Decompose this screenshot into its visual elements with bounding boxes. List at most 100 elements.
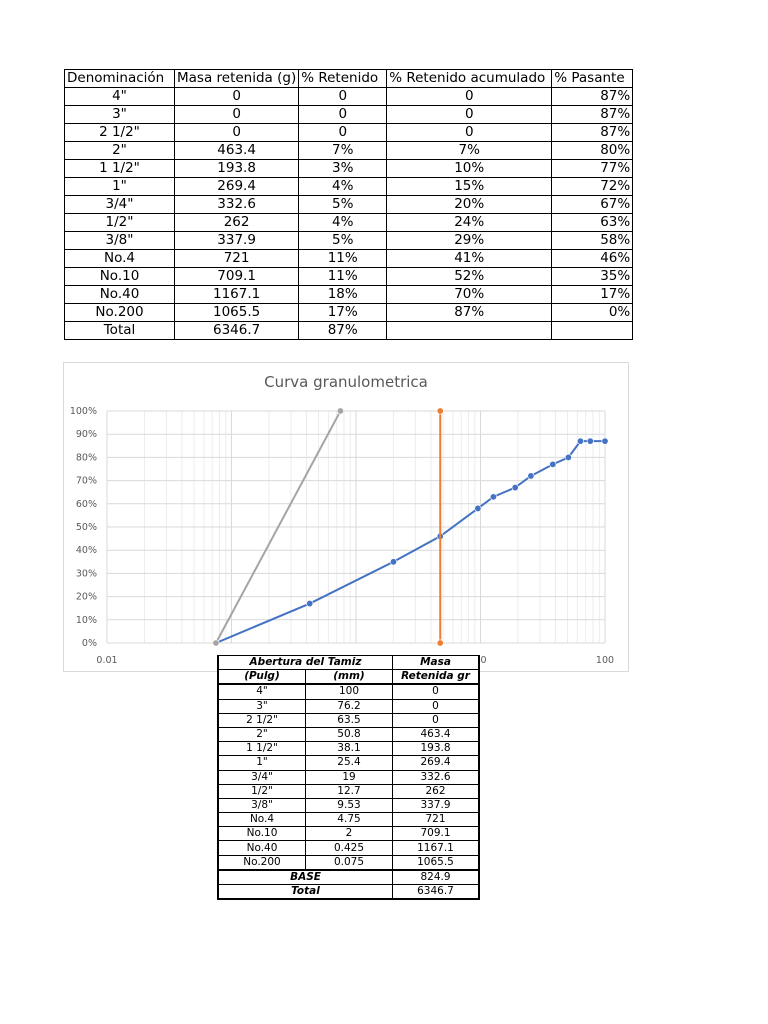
- table-row: Total 6346.7 87%: [64, 321, 634, 340]
- data-point: [389, 558, 397, 566]
- table-cell: 262: [392, 783, 480, 799]
- table-cell: 52%: [386, 267, 553, 286]
- table-cell: 5%: [298, 231, 388, 250]
- table-cell: 80%: [551, 141, 634, 160]
- table-cell: 77%: [551, 159, 634, 178]
- table-cell: 12.7: [305, 783, 393, 799]
- table-row: No.10 2 709.1: [217, 826, 480, 842]
- table-row: 4" 100 0: [217, 683, 480, 700]
- table-cell: No.4: [64, 249, 175, 268]
- table-cell: 15%: [386, 177, 553, 196]
- y-tick-label: 30%: [76, 568, 97, 579]
- table-cell: 0: [298, 123, 388, 142]
- y-tick-label: 70%: [76, 476, 97, 487]
- total-value: 6346.7: [392, 884, 480, 901]
- table-row: 4" 0 0 0 87%: [64, 87, 634, 106]
- table-cell: 76.2: [305, 698, 393, 714]
- y-tick-label: 60%: [76, 499, 97, 510]
- y-tick-label: 50%: [76, 522, 97, 533]
- data-point: [212, 639, 220, 647]
- table-cell: 1 1/2": [64, 159, 175, 178]
- table-row: 2" 463.4 7% 7% 80%: [64, 141, 634, 160]
- table-cell: 0: [392, 683, 480, 700]
- table-row: 1" 25.4 269.4: [217, 755, 480, 771]
- column-header: (Pulg): [217, 669, 306, 685]
- table-cell: No.200: [64, 303, 175, 322]
- table-cell: 87%: [551, 123, 634, 142]
- table-row: 3" 76.2 0: [217, 698, 480, 714]
- data-point: [511, 484, 519, 492]
- table-cell: 262: [173, 213, 300, 232]
- y-tick-label: 80%: [76, 452, 97, 463]
- table-cell: 70%: [386, 285, 553, 304]
- table-cell: 17%: [551, 285, 634, 304]
- table-cell: No.40: [64, 285, 175, 304]
- table-cell: 193.8: [392, 741, 480, 757]
- table-row: 2 1/2" 63.5 0: [217, 712, 480, 728]
- table-cell: 67%: [551, 195, 634, 214]
- column-header: Masa retenida (g): [173, 69, 300, 88]
- table-cell: 1167.1: [173, 285, 300, 304]
- chart-plot-area: 0%10%20%30%40%50%60%70%80%90%100%0.010.1…: [70, 406, 614, 666]
- table-row: 3" 0 0 0 87%: [64, 105, 634, 124]
- data-point: [489, 493, 497, 501]
- base-row: BASE 824.9: [217, 868, 480, 885]
- table-cell: 29%: [386, 231, 553, 250]
- y-tick-label: 20%: [76, 592, 97, 603]
- table-cell: 269.4: [392, 755, 480, 771]
- table-cell: 2 1/2": [217, 712, 306, 728]
- sieve-header-row: Abertura del Tamiz Masa: [217, 654, 480, 671]
- table-row: 1/2" 262 4% 24% 63%: [64, 213, 634, 232]
- table-row: No.40 0.425 1167.1: [217, 840, 480, 856]
- column-header: Abertura del Tamiz: [217, 654, 393, 671]
- table-cell: 3": [217, 698, 306, 714]
- table-cell: 2": [217, 726, 306, 743]
- table-cell: No.10: [64, 267, 175, 286]
- base-value: 824.9: [392, 868, 480, 885]
- table-cell: 0: [386, 123, 553, 142]
- table-cell: 87%: [298, 321, 388, 340]
- table-cell: 1 1/2": [217, 741, 306, 757]
- x-tick-label: 0.01: [96, 655, 117, 666]
- table-cell: 87%: [551, 105, 634, 124]
- table-row: 3/8" 9.53 337.9: [217, 797, 480, 814]
- y-tick-label: 100%: [70, 406, 97, 417]
- base-label: BASE: [217, 868, 393, 885]
- table-cell: 19: [305, 769, 393, 785]
- table-cell: 11%: [298, 267, 388, 286]
- table-cell: 3%: [298, 159, 388, 178]
- table-cell: 0%: [551, 303, 634, 322]
- table-cell: 5%: [298, 195, 388, 214]
- table-cell: 0: [173, 105, 300, 124]
- data-point: [436, 639, 444, 647]
- table-cell: 2: [305, 826, 393, 842]
- table-cell: 35%: [551, 267, 634, 286]
- table-cell: 17%: [298, 303, 388, 322]
- table-cell: 25.4: [305, 755, 393, 771]
- table-cell: 0: [392, 698, 480, 714]
- table-cell: 38.1: [305, 741, 393, 757]
- column-header: % Retenido acumulado: [386, 69, 553, 88]
- table-cell: 332.6: [173, 195, 300, 214]
- table-row: 1 1/2" 193.8 3% 10% 77%: [64, 159, 634, 178]
- table-row: No.200 1065.5 17% 87% 0%: [64, 303, 634, 322]
- table-cell: 50.8: [305, 726, 393, 743]
- column-header: % Pasante: [551, 69, 634, 88]
- table-cell: 4": [64, 87, 175, 106]
- table-cell: 10%: [386, 159, 553, 178]
- table-cell: 193.8: [173, 159, 300, 178]
- table-row: 2" 50.8 463.4: [217, 726, 480, 743]
- table-cell: 7%: [298, 141, 388, 160]
- sieve-subheader-row: (Pulg) (mm) Retenida gr: [217, 669, 480, 685]
- table-cell: 721: [392, 812, 480, 828]
- table-cell: 11%: [298, 249, 388, 268]
- data-point: [474, 504, 482, 512]
- table-cell: 100: [305, 683, 393, 700]
- table-cell: 63%: [551, 213, 634, 232]
- table-row: No.4 4.75 721: [217, 812, 480, 828]
- y-tick-label: 0%: [82, 638, 97, 649]
- table-cell: 332.6: [392, 769, 480, 785]
- gradation-curve: [215, 440, 605, 644]
- column-header: Denominación: [64, 69, 175, 88]
- total-row: Total 6346.7: [217, 884, 480, 901]
